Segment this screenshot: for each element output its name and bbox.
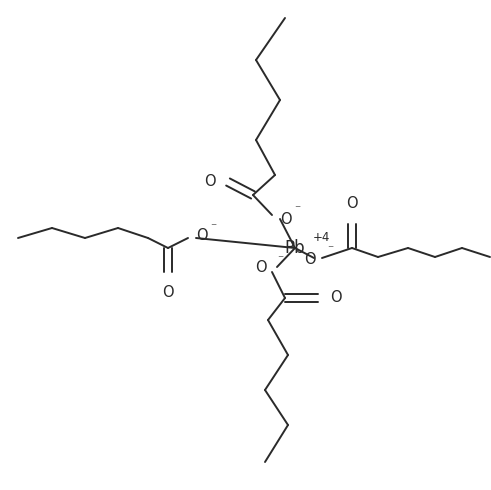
Text: O: O bbox=[330, 291, 342, 305]
Text: ⁻: ⁻ bbox=[327, 244, 333, 256]
Text: O: O bbox=[162, 285, 174, 300]
Text: O: O bbox=[204, 174, 216, 190]
Text: O: O bbox=[255, 261, 267, 275]
Text: O: O bbox=[304, 252, 316, 268]
Text: ⁻: ⁻ bbox=[210, 221, 216, 235]
Text: O: O bbox=[280, 212, 292, 226]
Text: O: O bbox=[196, 228, 208, 244]
Text: O: O bbox=[346, 196, 358, 211]
Text: ⁻: ⁻ bbox=[277, 253, 283, 267]
Text: +4: +4 bbox=[313, 231, 330, 245]
Text: ⁻: ⁻ bbox=[294, 203, 300, 217]
Text: Pb: Pb bbox=[285, 239, 305, 257]
